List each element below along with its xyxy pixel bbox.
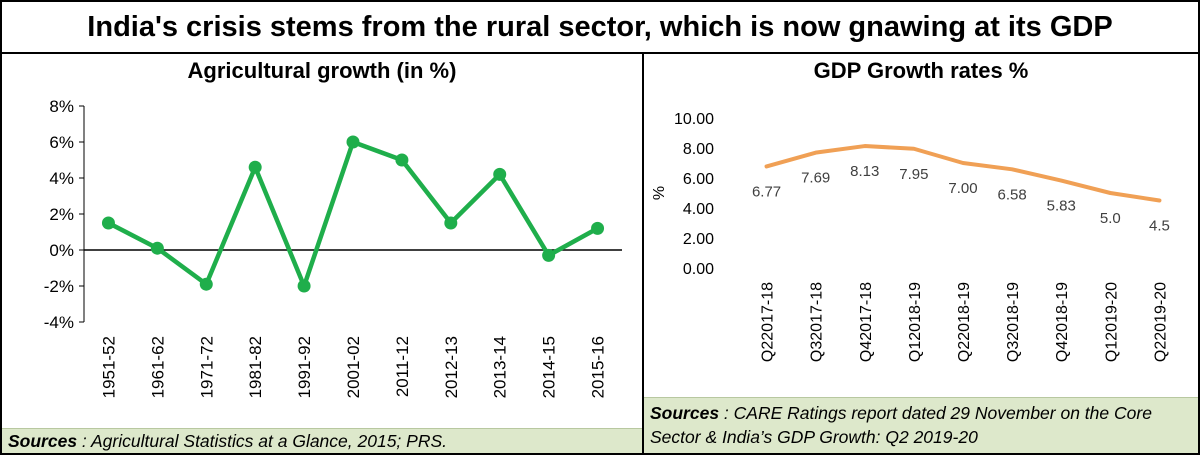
agri-x-tick-label: 2014-15 (540, 336, 559, 398)
gdp-data-label: 5.0 (1100, 210, 1121, 227)
agri-y-tick-label: -2% (44, 277, 74, 296)
agri-growth-panel: Agricultural growth (in %) 8% 6% 4% 2% 0% -2%… (2, 54, 644, 453)
gdp-data-label: 7.00 (948, 180, 977, 197)
agri-x-tick-label: 1981-82 (246, 336, 265, 398)
gdp-y-tick-label: 4.00 (683, 201, 714, 218)
agri-data-point (444, 216, 458, 230)
agri-y-tick-label: 6% (49, 133, 74, 152)
agri-data-point (346, 135, 360, 149)
gdp-source-text: : CARE Ratings report dated 29 November … (650, 403, 1152, 447)
agri-y-tick-label: 4% (49, 169, 74, 188)
agri-data-point (591, 221, 605, 235)
gdp-growth-chart: 10.00 8.00 6.00 4.00 2.00 0.00% 6.77 7.69 8.13 7.… (651, 111, 1170, 362)
gdp-data-label: 6.58 (998, 186, 1027, 203)
gdp-growth-series-line (764, 144, 1162, 203)
gdp-chart-title: GDP Growth rates % (813, 58, 1029, 83)
agri-data-point (199, 277, 213, 291)
agri-data-point (493, 167, 507, 181)
agri-x-tick-label: 2015-16 (589, 336, 608, 398)
gdp-y-tick-label: 10.00 (674, 111, 714, 128)
gdp-x-tick-label: Q22017-18 (760, 282, 777, 362)
gdp-source-note: Sources : CARE Ratings report dated 29 N… (644, 397, 1198, 453)
agri-data-point (150, 241, 164, 255)
gdp-x-tick-label: Q32018-19 (1005, 282, 1022, 362)
gdp-y-tick-label: 6.00 (683, 171, 714, 188)
agri-y-tick-label: 2% (49, 205, 74, 224)
agri-y-tick-label: -4% (44, 313, 74, 332)
agri-x-tick-label: 2011-12 (393, 336, 412, 397)
agri-growth-chart: 8% 6% 4% 2% 0% -2% -4% 1951-52 1961-62 1971-72 198… (44, 97, 622, 398)
main-title: India's crisis stems from the rural sect… (2, 2, 1198, 54)
gdp-y-tick-label: 2.00 (683, 231, 714, 248)
agri-data-point (542, 248, 556, 262)
gdp-y-tick-label: 0.00 (683, 261, 714, 278)
agri-x-tick-label: 2013-14 (491, 336, 510, 398)
gdp-x-tick-label: Q42018-19 (1054, 282, 1071, 362)
agri-data-point (101, 216, 115, 230)
gdp-data-label: 7.69 (801, 170, 830, 187)
agri-source-text: : Agricultural Statistics at a Glance, 2… (77, 431, 447, 451)
agri-x-tick-label: 2001-02 (344, 336, 363, 398)
agri-x-tick-label: 1971-72 (197, 336, 216, 398)
gdp-x-tick-label: Q32017-18 (809, 282, 826, 362)
gdp-x-tick-label: Q12018-19 (907, 282, 924, 362)
gdp-data-label: 8.13 (850, 163, 879, 180)
gdp-data-label: 7.95 (899, 166, 928, 183)
gdp-growth-panel: GDP Growth rates % 10.00 8.00 6.00 4.00 2.00… (644, 54, 1198, 453)
agri-chart-title: Agricultural growth (in %) (187, 58, 457, 83)
gdp-y-tick-label: 8.00 (683, 141, 714, 158)
agri-x-tick-label: 1991-92 (295, 336, 314, 398)
agri-data-point (395, 153, 409, 167)
agri-x-tick-label: 1951-52 (99, 336, 118, 398)
agri-x-tick-label: 2012-13 (442, 336, 461, 398)
gdp-y-axis-label: % (651, 186, 668, 200)
gdp-x-tick-label: Q12019-20 (1103, 282, 1120, 362)
agri-source-note: Sources : Agricultural Statistics at a G… (2, 428, 642, 453)
gdp-data-label: 5.83 (1047, 198, 1076, 215)
gdp-x-tick-label: Q22018-19 (956, 282, 973, 362)
agri-x-tick-label: 1961-62 (148, 336, 167, 398)
agri-y-tick-label: 0% (49, 241, 74, 260)
gdp-data-label: 6.77 (752, 183, 781, 200)
gdp-source-label: Sources (650, 403, 720, 423)
agri-y-tick-label: 8% (49, 97, 74, 116)
agri-data-point (297, 279, 311, 293)
agri-data-point (248, 160, 262, 174)
gdp-x-tick-label: Q42017-18 (858, 282, 875, 362)
gdp-data-label: 4.5 (1149, 218, 1170, 235)
agri-source-label: Sources (8, 431, 78, 451)
agri-growth-series-line (107, 139, 599, 289)
gdp-x-tick-label: Q22019-20 (1152, 282, 1169, 362)
